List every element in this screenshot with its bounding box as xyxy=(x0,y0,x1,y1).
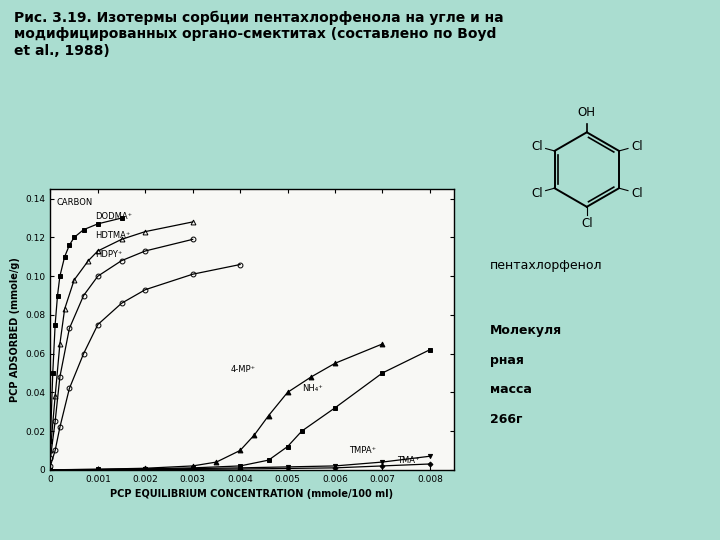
Text: рная: рная xyxy=(490,354,523,367)
Y-axis label: PCP ADSORBED (mmole/g): PCP ADSORBED (mmole/g) xyxy=(10,257,20,402)
Text: CARBON: CARBON xyxy=(56,198,92,207)
Text: Рис. 3.19. Изотермы сорбции пентахлорфенола на угле и на
модифицированных органо: Рис. 3.19. Изотермы сорбции пентахлорфен… xyxy=(14,11,504,58)
Text: HDTMA⁺: HDTMA⁺ xyxy=(96,231,131,240)
Text: Cl: Cl xyxy=(531,186,543,200)
Text: 266г: 266г xyxy=(490,413,522,426)
X-axis label: PCP EQUILIBRIUM CONCENTRATION (mmole/100 ml): PCP EQUILIBRIUM CONCENTRATION (mmole/100… xyxy=(110,489,394,499)
Text: OH: OH xyxy=(577,105,596,118)
Text: TMA⁺: TMA⁺ xyxy=(397,456,419,464)
Text: TMPA⁺: TMPA⁺ xyxy=(349,446,377,455)
Text: масса: масса xyxy=(490,383,531,396)
Text: Cl: Cl xyxy=(631,139,643,153)
Text: 4-MP⁺: 4-MP⁺ xyxy=(230,364,256,374)
Text: Cl: Cl xyxy=(531,139,543,153)
Text: Cl: Cl xyxy=(631,186,643,200)
Text: DODMA⁺: DODMA⁺ xyxy=(96,212,132,221)
Text: HDPY⁺: HDPY⁺ xyxy=(96,251,123,259)
Text: Молекуля: Молекуля xyxy=(490,324,562,337)
Text: пентахлорфенол: пентахлорфенол xyxy=(490,259,602,272)
Text: NH₄⁺: NH₄⁺ xyxy=(302,384,323,393)
Text: Cl: Cl xyxy=(581,217,593,230)
